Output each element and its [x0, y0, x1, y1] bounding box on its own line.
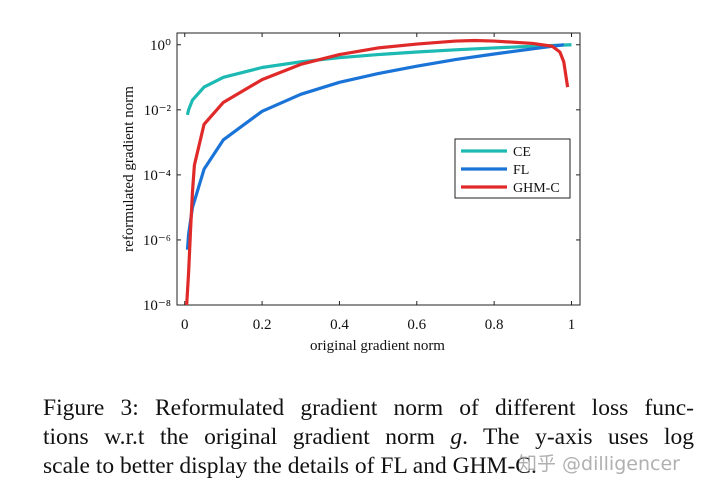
legend-label: FL	[513, 163, 529, 178]
y-tick-label: 10⁰	[150, 38, 171, 54]
caption-text: Figure 3: Reformulated gradient norm of …	[43, 395, 694, 421]
caption-line: scale to better display the details of F…	[43, 452, 694, 481]
x-tick-label: 0.8	[485, 317, 504, 333]
watermark: 知乎 @dilligencer	[518, 453, 680, 475]
legend-label: GHM-C	[513, 181, 560, 196]
series-line	[185, 38, 570, 305]
y-tick-label: 10⁻⁴	[143, 168, 171, 184]
legend-label: CE	[513, 145, 531, 160]
y-axis-label: reformulated gradient norm	[121, 86, 137, 252]
x-axis-label: original gradient norm	[310, 338, 445, 354]
y-tick-label: 10⁻⁸	[143, 298, 171, 314]
x-tick-label: 0.6	[407, 317, 426, 333]
series-line	[185, 43, 572, 116]
y-tick-label: 10⁻⁶	[143, 233, 171, 249]
series-line	[185, 43, 564, 250]
caption-text: . The y-axis uses log	[462, 424, 694, 450]
caption-text: scale to better display the details of F…	[43, 453, 537, 479]
figure: 0 0.2 0.4 0.6 0.8 1 10⁻⁸ 10⁻⁶ 10⁻⁴ 10⁻² 10⁰ origina…	[121, 32, 581, 354]
x-tick-label: 1	[568, 317, 576, 333]
caption-text: g	[450, 424, 463, 450]
x-tick-label: 0.4	[330, 317, 349, 333]
plot-frame	[176, 32, 581, 306]
caption-text: tions w.r.t the original gradient norm	[43, 424, 451, 450]
caption-line: Figure 3: Reformulated gradient norm of …	[43, 394, 694, 423]
caption-line: tions w.r.t the original gradient norm g…	[43, 423, 694, 452]
caption: Figure 3: Reformulated gradient norm of …	[43, 394, 694, 481]
x-tick-label: 0	[181, 317, 189, 333]
x-tick-label: 0.2	[253, 317, 272, 333]
y-tick-label: 10⁻²	[144, 103, 172, 119]
